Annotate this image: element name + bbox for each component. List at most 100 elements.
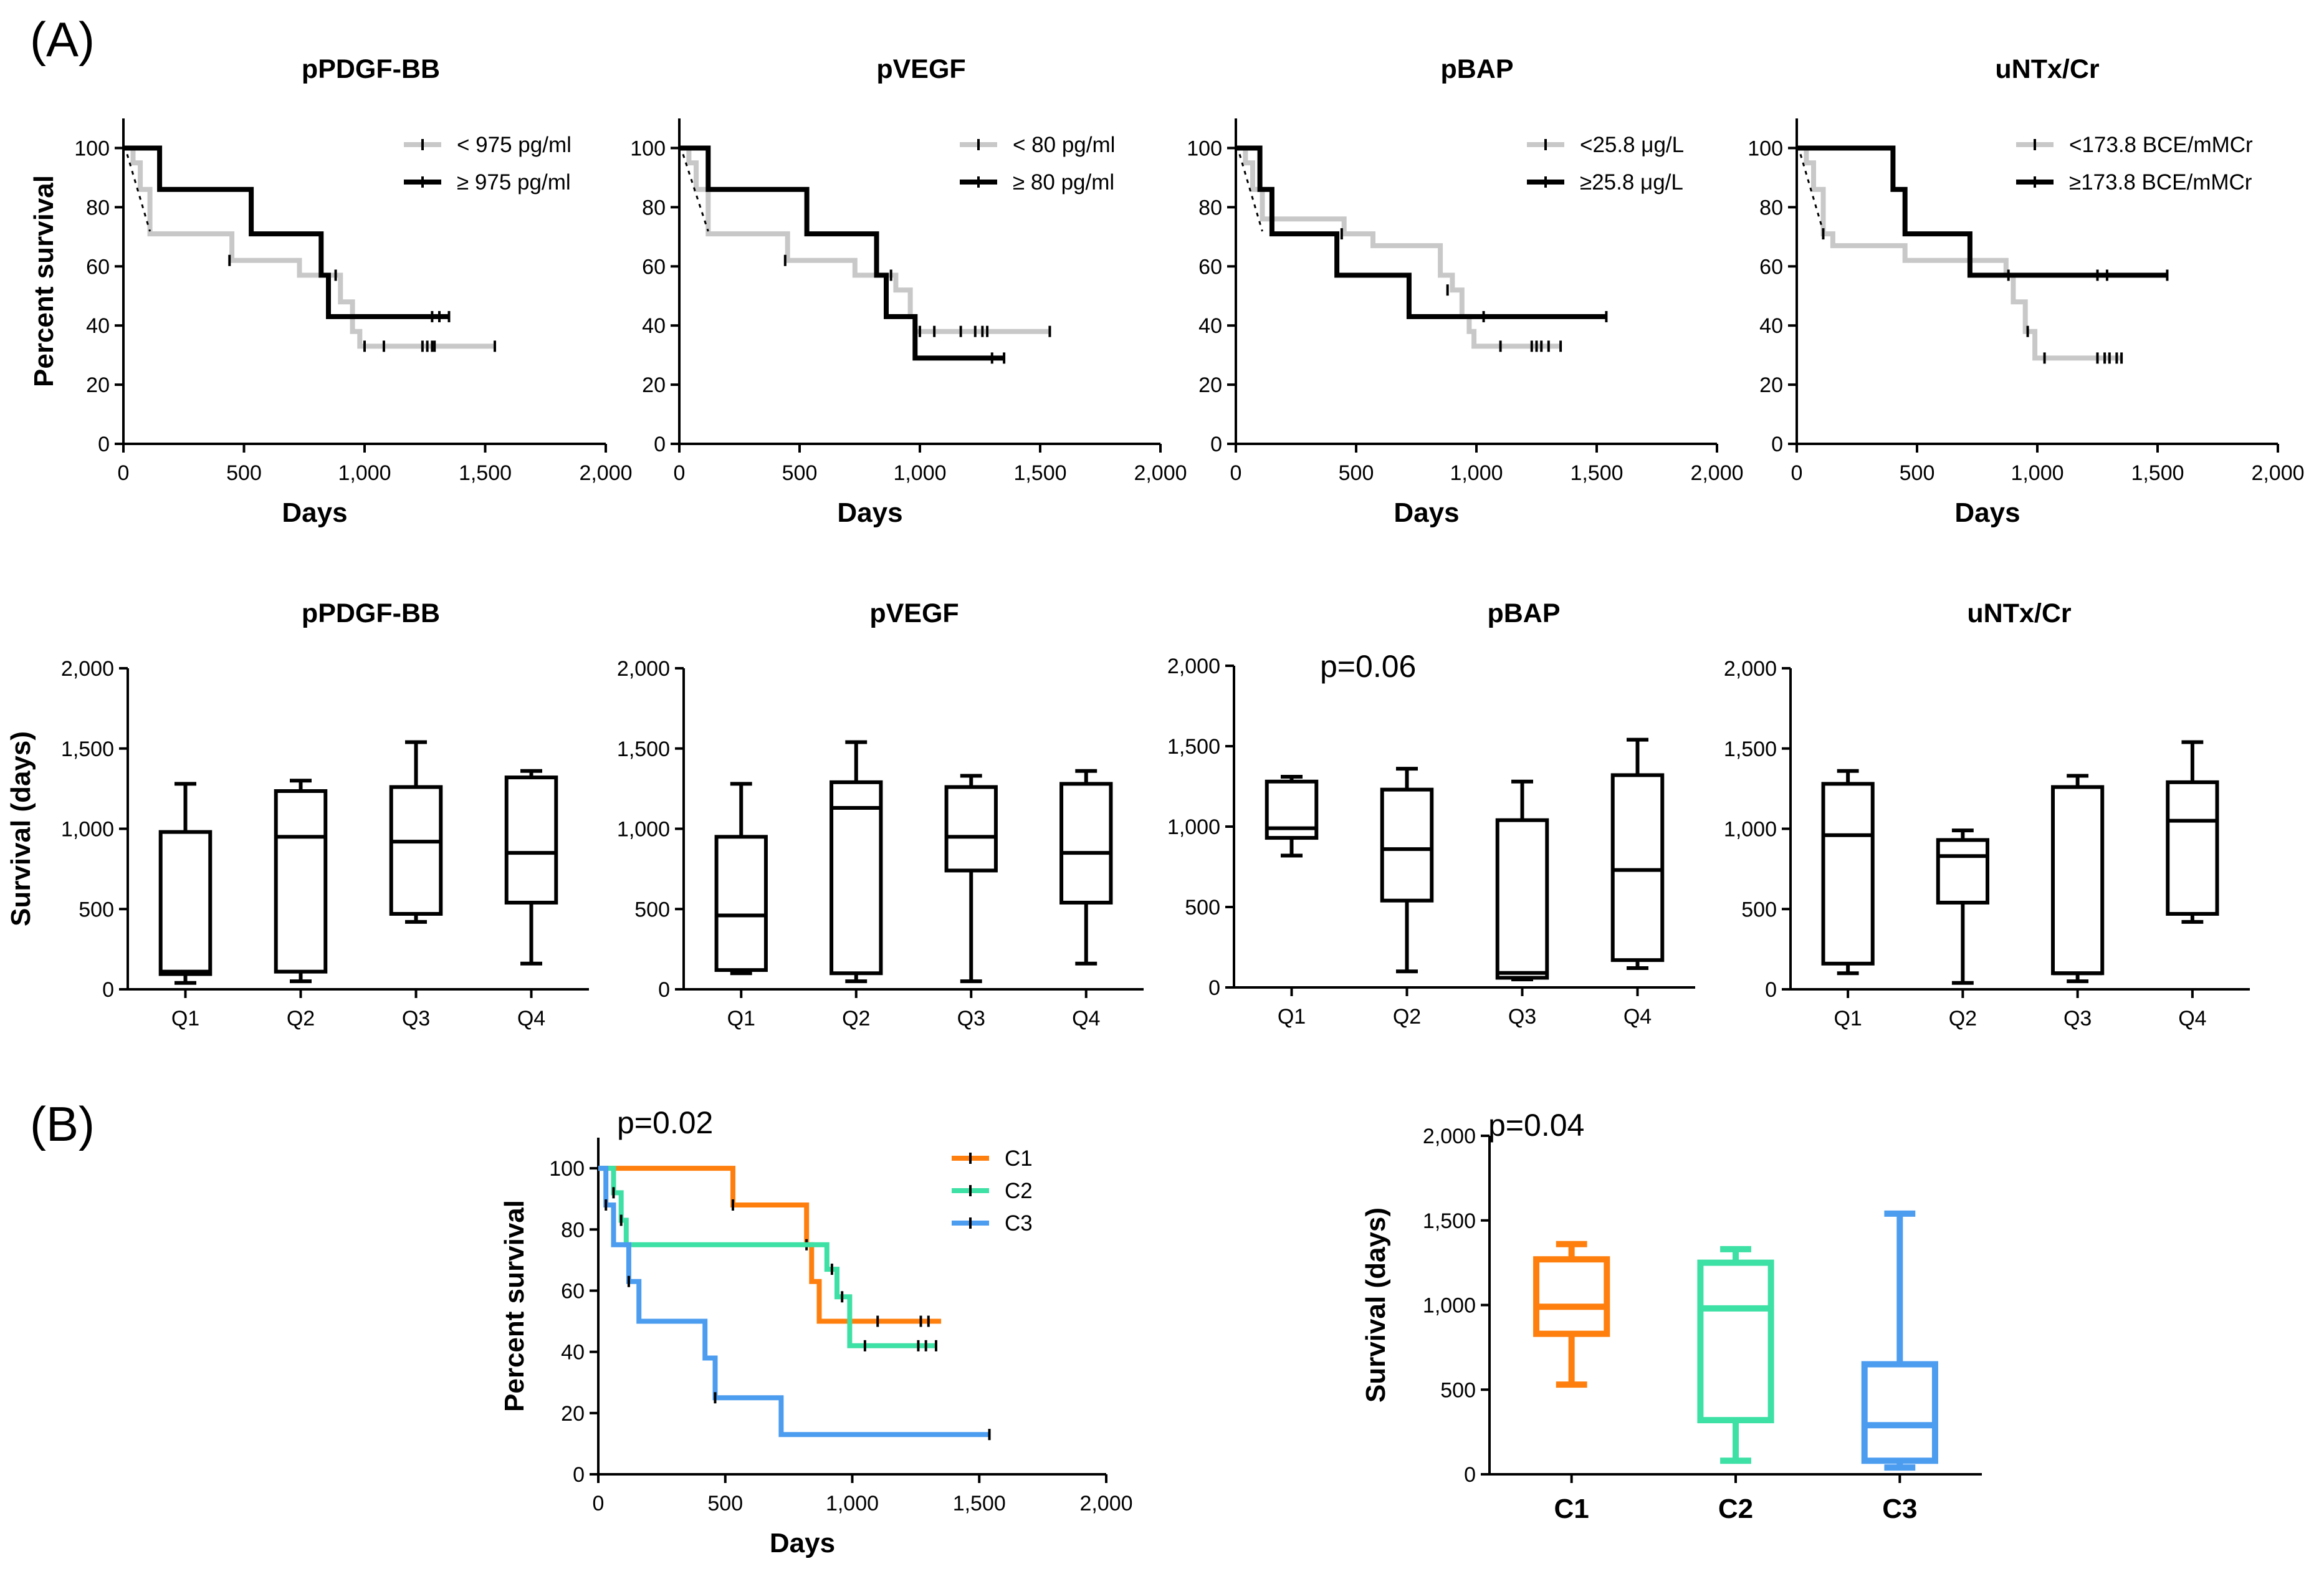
km_clusters-ytick-label: 60	[561, 1279, 585, 1303]
km_ntx-ytick-label: 0	[1771, 433, 1783, 456]
box_vegf-category-label: Q2	[842, 1007, 870, 1030]
box_bap-box-3-body	[1610, 773, 1665, 962]
km_clusters-ytick-label: 20	[561, 1402, 585, 1426]
km_clusters-legend-label-2: C3	[1005, 1211, 1033, 1236]
km_bap-xtick-label: 500	[1339, 461, 1374, 485]
box_pdgf-ytick-label: 0	[102, 978, 114, 1002]
km_ntx-title: uNTx/Cr	[1995, 54, 2100, 84]
box_ntx-ytick-label: 0	[1765, 978, 1777, 1002]
km_pdgf-series-1-line	[123, 145, 449, 319]
km_vegf-legend-label-1: ≥ 80 pg/ml	[1013, 170, 1114, 194]
km_bap-ytick-label: 20	[1198, 373, 1222, 397]
box_pdgf-box-3-body	[504, 775, 558, 905]
km_vegf-ytick-label: 80	[642, 196, 666, 219]
km_vegf-series-0-line	[679, 145, 1050, 334]
km_clusters-xtick-label: 500	[707, 1492, 743, 1515]
km_pdgf-ylabel: Percent survival	[29, 175, 59, 387]
box_pdgf-ylabel: Survival (days)	[6, 731, 36, 926]
box_clusters-ytick-label: 2,000	[1423, 1125, 1476, 1148]
box_vegf-title: pVEGF	[869, 598, 959, 628]
box_vegf-box-0-body	[714, 835, 768, 972]
box_ntx-category-label: Q1	[1834, 1007, 1862, 1030]
box_clusters-box-1-body	[1697, 1259, 1774, 1424]
km_clusters-xtick-label: 1,500	[953, 1492, 1006, 1515]
box_bap-pvalue: p=0.06	[1320, 649, 1416, 684]
km_clusters-ylabel: Percent survival	[499, 1200, 530, 1412]
box_ntx-chart: 0 500 1,000 1,500 2,000 uNTx/Cr Q1 Q2 Q3 Q4	[1724, 598, 2250, 1030]
box_pdgf-ytick-label: 1,500	[61, 737, 114, 761]
km_clusters-legend-label-0: C1	[1005, 1146, 1033, 1171]
box_ntx-title: uNTx/Cr	[1967, 598, 2072, 628]
box_ntx-box-1-body	[1936, 838, 1989, 905]
km_bap-legend-label-1: ≥25.8 μg/L	[1580, 170, 1683, 194]
box_vegf-chart: 0 500 1,000 1,500 2,000 pVEGF Q1 Q2 Q3 Q4	[617, 598, 1144, 1030]
box_ntx-ytick-label: 1,500	[1724, 737, 1777, 761]
km_pdgf-legend-label-0: < 975 pg/ml	[457, 133, 571, 157]
km_bap-legend-label-0: <25.8 μg/L	[1580, 133, 1684, 157]
box_clusters-chart: 0 500 1,000 1,500 2,000 Survival (days) p=0.04…	[1360, 1108, 1982, 1524]
box_vegf-ytick-label: 1,000	[617, 818, 670, 842]
box_clusters-box-0-body	[1533, 1256, 1610, 1337]
km_vegf-xlabel: Days	[837, 497, 902, 528]
box_pdgf-category-label: Q2	[287, 1007, 315, 1030]
km_ntx-ytick-label: 20	[1759, 373, 1783, 397]
box_vegf-ytick-label: 0	[658, 978, 670, 1002]
km_pdgf-ytick-label: 40	[86, 314, 110, 338]
box_vegf-box-3-body	[1059, 782, 1113, 905]
km_vegf-series-1-line	[679, 145, 1005, 361]
box_bap-box-2-body	[1495, 818, 1549, 980]
box_clusters-ytick-label: 1,000	[1423, 1294, 1476, 1318]
box_pdgf-category-label: Q1	[171, 1007, 199, 1030]
km_clusters-ytick-label: 40	[561, 1341, 585, 1365]
km_vegf-title: pVEGF	[876, 54, 965, 84]
box_vegf-category-label: Q1	[727, 1007, 755, 1030]
box_clusters-category-label: C3	[1882, 1494, 1917, 1524]
km_pdgf-xtick-label: 0	[118, 461, 130, 485]
km_vegf-xtick-label: 0	[674, 461, 686, 485]
km_bap-chart: 0 20 40 60 80 100 0 500 1,000 1,500 2,000 Days pBAP <…	[1187, 54, 1743, 528]
km_bap-xtick-label: 0	[1230, 461, 1242, 485]
km_pdgf-ytick-label: 80	[86, 196, 110, 219]
km_ntx-xtick-label: 2,000	[2251, 461, 2304, 485]
km_ntx-ytick-label: 60	[1759, 255, 1783, 279]
box_clusters-category-label: C2	[1718, 1494, 1753, 1524]
km_ntx-ytick-label: 100	[1748, 137, 1783, 160]
km_clusters-pvalue: p=0.02	[617, 1105, 713, 1140]
km_vegf-xtick-label: 1,500	[1013, 461, 1066, 485]
km_pdgf-ytick-label: 100	[74, 137, 110, 160]
km_bap-xtick-label: 2,000	[1690, 461, 1743, 485]
panel-label-b: (B)	[30, 1097, 95, 1151]
km_ntx-series-0-line	[1797, 145, 2122, 361]
box_ntx-category-label: Q3	[2063, 1007, 2092, 1030]
km_vegf-xtick-label: 1,000	[893, 461, 946, 485]
km_clusters-series-2-line	[598, 1166, 990, 1438]
km_bap-ytick-label: 0	[1210, 433, 1222, 456]
panel-label-a: (A)	[30, 12, 95, 67]
box_bap-category-label: Q3	[1508, 1005, 1536, 1029]
box_ntx-box-2-body	[2051, 785, 2105, 976]
km_bap-xtick-label: 1,500	[1570, 461, 1623, 485]
km_ntx-xtick-label: 0	[1791, 461, 1803, 485]
box_pdgf-box-2-body	[389, 785, 443, 916]
km_pdgf-ytick-label: 0	[98, 433, 110, 456]
box_bap-box-0-body	[1265, 779, 1319, 840]
box_bap-category-label: Q2	[1393, 1005, 1421, 1029]
km_clusters-xtick-label: 2,000	[1079, 1492, 1132, 1515]
km_bap-title: pBAP	[1440, 54, 1513, 84]
box_pdgf-category-label: Q4	[517, 1007, 545, 1030]
box_bap-category-label: Q4	[1623, 1005, 1652, 1029]
km_pdgf-xtick-label: 1,000	[338, 461, 391, 485]
km_vegf-chart: 0 20 40 60 80 100 0 500 1,000 1,500 2,000 Days pVEGF…	[630, 54, 1187, 528]
box_bap-category-label: Q1	[1278, 1005, 1306, 1029]
km_clusters-ytick-label: 0	[573, 1463, 585, 1487]
km_bap-ytick-label: 100	[1187, 137, 1222, 160]
km_clusters-series-1-line	[598, 1166, 936, 1348]
box_ntx-ytick-label: 500	[1741, 898, 1777, 921]
box_bap-ytick-label: 500	[1185, 896, 1220, 919]
km_clusters-xtick-label: 0	[593, 1492, 605, 1515]
box_vegf-box-1-body	[830, 780, 883, 976]
km_clusters-ytick-label: 80	[561, 1218, 585, 1242]
box_vegf-category-label: Q3	[957, 1007, 985, 1030]
box_clusters-ytick-label: 0	[1464, 1463, 1476, 1487]
km_ntx-ytick-label: 80	[1759, 196, 1783, 219]
